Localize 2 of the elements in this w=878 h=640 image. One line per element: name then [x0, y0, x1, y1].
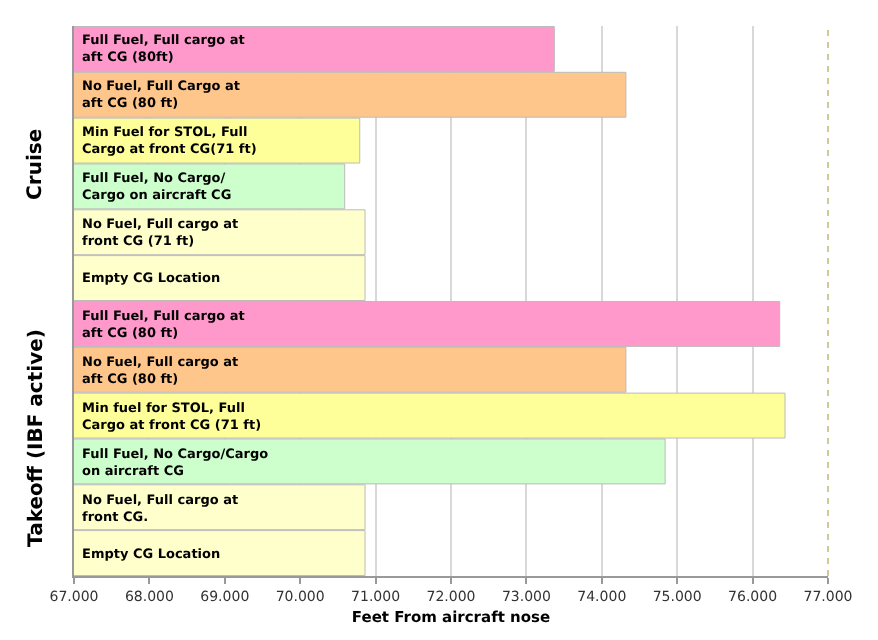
text: Cruise — [24, 128, 47, 200]
text: Takeoff (IBF active) — [25, 329, 48, 547]
